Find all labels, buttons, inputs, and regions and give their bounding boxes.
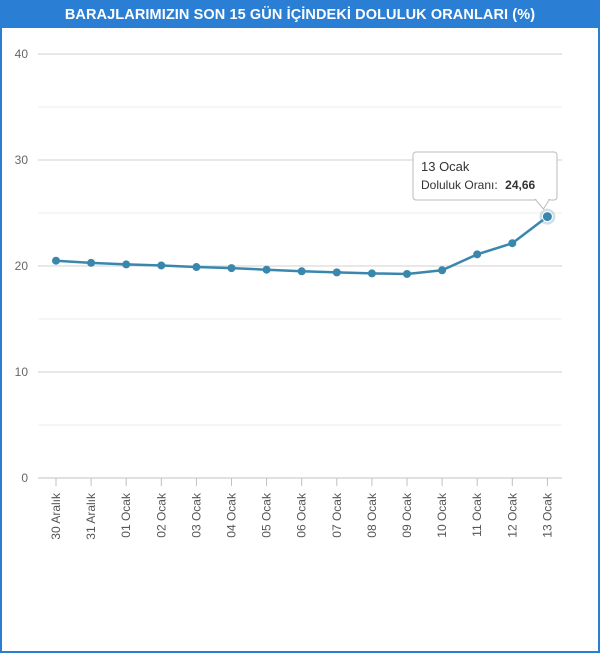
tooltip-pointer bbox=[534, 199, 551, 210]
data-point bbox=[87, 258, 96, 267]
data-point bbox=[122, 260, 131, 269]
data-point bbox=[403, 269, 411, 278]
chart-title: BARAJLARIMIZIN SON 15 GÜN İÇİNDEKİ DOLUL… bbox=[2, 2, 598, 28]
tooltip-box bbox=[412, 151, 558, 201]
x-tick-label: 11 Ocak bbox=[470, 492, 484, 537]
tooltip-value: 24,66 bbox=[505, 178, 535, 192]
data-point bbox=[157, 261, 166, 270]
x-tick-label: 04 Ocak bbox=[225, 492, 239, 538]
x-tick-label: 02 Ocak bbox=[154, 492, 168, 538]
x-tick-label: 13 Ocak bbox=[540, 492, 554, 538]
tooltip-line: Doluluk Oranı: 24,66 bbox=[421, 176, 536, 193]
tooltip: 13 Ocak Doluluk Oranı: 24,66 bbox=[412, 151, 558, 210]
data-point bbox=[262, 265, 271, 274]
x-tick-label: 10 Ocak bbox=[435, 492, 449, 538]
data-point bbox=[541, 211, 553, 223]
x-tick-label: 12 Ocak bbox=[505, 492, 519, 538]
data-point bbox=[367, 269, 376, 278]
x-tick-label: 01 Ocak bbox=[119, 492, 133, 538]
grid-lines bbox=[38, 53, 562, 479]
x-tick-label: 07 Ocak bbox=[330, 492, 344, 538]
tooltip-label: Doluluk Oranı: bbox=[421, 178, 498, 192]
data-point bbox=[297, 267, 306, 276]
data-point bbox=[438, 266, 447, 275]
x-tick-label: 31 Aralık bbox=[84, 492, 98, 540]
data-point bbox=[52, 256, 60, 265]
x-tick-label: 03 Ocak bbox=[189, 492, 203, 538]
y-tick-label: 20 bbox=[15, 259, 29, 273]
data-series bbox=[52, 208, 556, 278]
data-point bbox=[332, 268, 341, 277]
x-axis: 30 Aralık 31 Aralık 01 Ocak 02 Ocak 03 Ocak 0… bbox=[49, 478, 554, 540]
y-tick-label: 30 bbox=[15, 153, 29, 167]
data-point bbox=[473, 250, 482, 259]
x-tick-label: 09 Ocak bbox=[400, 492, 414, 538]
data-point bbox=[227, 264, 236, 273]
y-tick-label: 0 bbox=[21, 471, 28, 485]
x-tick-label: 05 Ocak bbox=[260, 492, 274, 538]
tooltip-title: 13 Ocak bbox=[421, 159, 470, 174]
data-point bbox=[508, 239, 517, 248]
x-tick-label: 06 Ocak bbox=[295, 492, 309, 538]
y-axis: 0 10 20 30 40 bbox=[15, 47, 29, 485]
x-tick-label: 08 Ocak bbox=[365, 492, 379, 538]
y-tick-label: 10 bbox=[15, 365, 29, 379]
y-tick-label: 40 bbox=[15, 47, 29, 61]
data-point bbox=[192, 263, 201, 272]
x-tick-label: 30 Aralık bbox=[49, 492, 63, 540]
